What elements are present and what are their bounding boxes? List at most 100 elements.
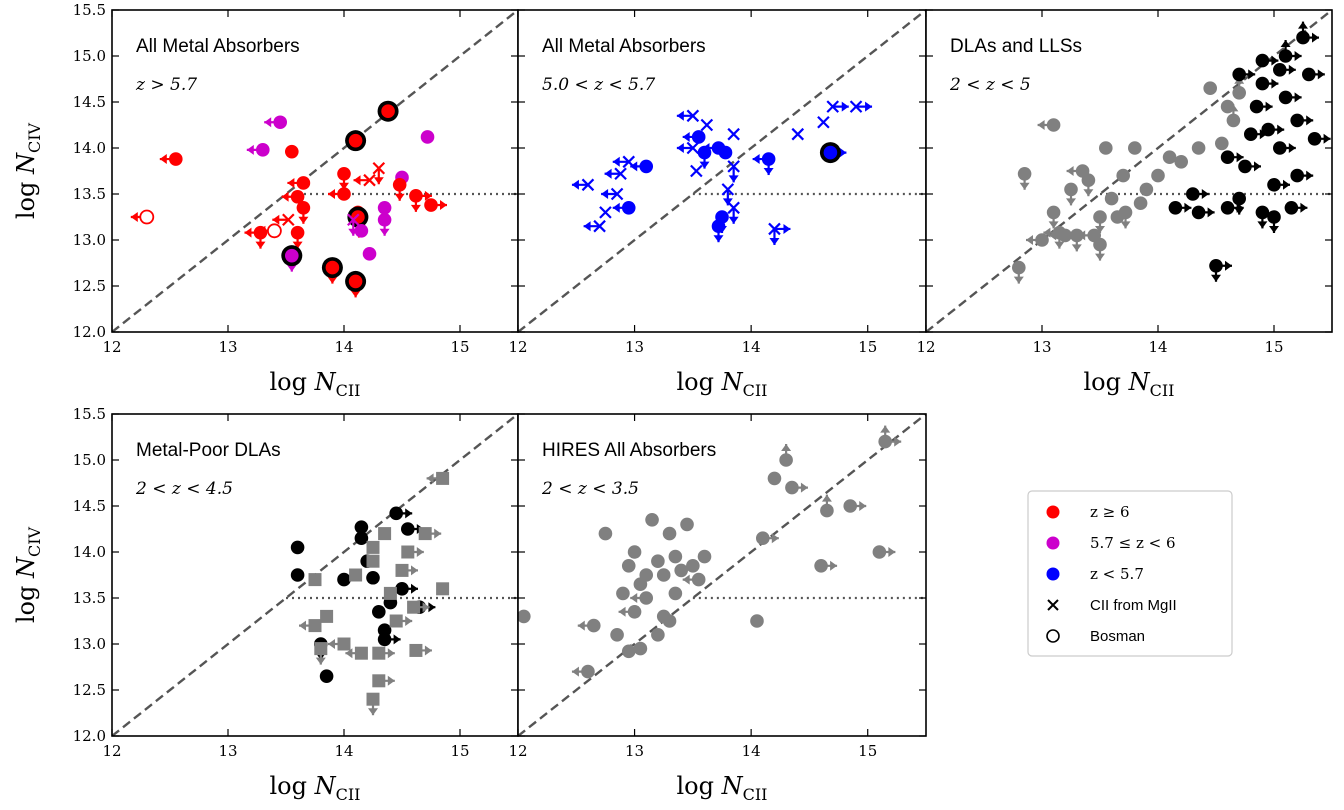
marker-square (418, 527, 432, 541)
y-tick-label: 14.0 (73, 543, 106, 561)
marker-circle (691, 130, 706, 144)
x-tick-label: 15 (1264, 338, 1283, 356)
limit-arrow-head (571, 666, 579, 677)
limit-arrow-head (577, 620, 585, 631)
marker-x (614, 167, 627, 181)
limit-arrow-head (1306, 170, 1314, 181)
data-point (366, 554, 380, 568)
x-tick-label: 13 (218, 742, 237, 760)
x-tick-label: 15 (450, 338, 469, 356)
legend-item: z < 5.7 (1046, 565, 1144, 583)
x-tick-label: 14 (742, 338, 761, 356)
limit-arrow-head (1054, 241, 1065, 249)
data-point (571, 664, 595, 679)
legend-marker (1047, 599, 1059, 611)
marker-circle (381, 104, 395, 118)
legend-marker (1046, 567, 1060, 581)
marker-circle (1174, 155, 1188, 169)
data-point (1255, 205, 1270, 229)
marker-circle (820, 503, 834, 518)
marker-circle (273, 115, 288, 130)
marker-circle (1232, 67, 1246, 82)
data-point (612, 201, 636, 215)
data-point (621, 559, 636, 573)
legend-label: z < 5.7 (1090, 565, 1144, 583)
data-point (1093, 237, 1107, 261)
marker-circle (1046, 205, 1061, 220)
data-point (378, 527, 392, 541)
panel-5: 12 13 14 15 HIRES All Absorbers 2 < z < 3.5 lo… (508, 413, 927, 804)
x-tick-label: 14 (742, 742, 761, 760)
limit-arrow-head (1271, 55, 1279, 66)
y-tick-label: 15.5 (73, 405, 106, 423)
data-point (320, 609, 334, 623)
limit-arrow-head (583, 221, 591, 232)
limit-arrow-head (373, 177, 384, 185)
limit-arrow-head (1288, 143, 1296, 153)
marker-circle (285, 248, 299, 263)
marker-square (314, 642, 328, 656)
marker-x (700, 118, 714, 132)
marker-circle (1046, 118, 1061, 132)
marker-circle (621, 644, 636, 659)
data-layer (112, 414, 518, 736)
data-point (436, 582, 450, 596)
limit-arrow-head (1298, 21, 1308, 29)
marker-circle (348, 274, 363, 289)
marker-circle (1012, 260, 1026, 275)
data-point (1261, 122, 1285, 137)
data-point (372, 605, 386, 619)
marker-circle (1255, 205, 1270, 220)
data-point (377, 632, 401, 647)
x-tick-label: 13 (625, 338, 644, 356)
x-axis-label: log NCII (676, 368, 767, 400)
data-point (285, 144, 299, 159)
data-point (372, 161, 386, 185)
marker-circle (610, 628, 624, 642)
marker-circle (711, 219, 726, 233)
marker-circle (843, 499, 858, 513)
limit-arrow-head (1095, 226, 1105, 233)
data-point (345, 130, 367, 152)
data-point (610, 628, 624, 642)
marker-circle (362, 247, 377, 261)
data-point (690, 164, 703, 178)
data-point (752, 152, 776, 176)
data-point (389, 614, 413, 628)
marker-circle (1191, 141, 1206, 155)
marker-circle (686, 559, 700, 573)
marker-square (337, 637, 351, 651)
data-point (656, 609, 671, 624)
marker-circle (1255, 76, 1270, 91)
marker-circle (1191, 205, 1206, 220)
y-tick-label: 13.0 (73, 635, 106, 653)
limit-arrow-head (676, 110, 684, 121)
marker-circle (1128, 141, 1142, 155)
data-point (668, 549, 683, 564)
marker-circle (290, 568, 305, 582)
limit-arrow-head (1257, 221, 1268, 229)
data-point (785, 480, 808, 495)
limit-arrow-head (428, 602, 436, 613)
data-point (826, 100, 849, 113)
marker-open (139, 209, 155, 225)
y-tick-label: 13.5 (73, 185, 106, 203)
marker-circle (756, 531, 770, 545)
marker-circle (424, 198, 438, 212)
marker-circle (1081, 173, 1096, 187)
data-point (718, 145, 733, 160)
x-tick-label: 15 (858, 338, 877, 356)
data-point (1168, 201, 1192, 215)
limit-arrow-head (287, 177, 295, 188)
data-point (1116, 168, 1130, 183)
legend-marker (1046, 629, 1060, 643)
limit-arrow-head (1283, 179, 1290, 190)
data-point (1133, 196, 1148, 210)
x-axis-label: log NCII (269, 368, 360, 400)
marker-circle (1203, 81, 1217, 95)
data-point (389, 506, 413, 521)
data-point (319, 669, 334, 683)
limit-arrow-head (1078, 230, 1086, 241)
data-point (372, 674, 395, 688)
data-point (768, 222, 791, 245)
